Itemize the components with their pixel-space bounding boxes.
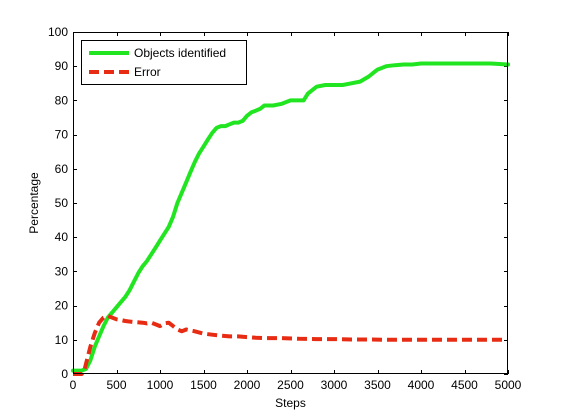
x-tick-label: 500: [106, 378, 126, 392]
y-tick-label: 0: [61, 367, 68, 381]
x-tick-label: 1500: [190, 378, 217, 392]
y-tick-label: 70: [55, 128, 69, 142]
y-tick-label: 10: [55, 333, 69, 347]
x-tick-label: 3000: [321, 378, 348, 392]
plot-area: [73, 32, 508, 374]
x-axis-label: Steps: [275, 396, 306, 410]
y-tick-label: 100: [48, 25, 68, 39]
y-tick-label: 40: [55, 230, 69, 244]
y-tick-label: 20: [55, 299, 69, 313]
x-tick-label: 5000: [495, 378, 522, 392]
series-line-objects-identified: [71, 61, 510, 373]
x-tick-label: 0: [70, 378, 77, 392]
legend-label-error: Error: [134, 65, 161, 79]
y-tick-label: 90: [55, 59, 69, 73]
ticks-layer: 0 500 1000 1500 2000 2500 3000 3500 4000 4500 5000…: [48, 25, 522, 392]
plot-frame: [73, 32, 508, 374]
series-layer: [71, 61, 510, 376]
x-tick-label: 2500: [277, 378, 304, 392]
x-tick-label: 3500: [364, 378, 391, 392]
legend-box: [81, 40, 247, 85]
x-tick-label: 4000: [408, 378, 435, 392]
y-tick-label: 80: [55, 93, 69, 107]
x-tick-label: 1000: [147, 378, 174, 392]
legend-label-objects-identified: Objects identified: [134, 46, 226, 60]
series-line-error: [73, 313, 508, 376]
y-tick-label: 60: [55, 162, 69, 176]
x-tick-label: 4500: [451, 378, 478, 392]
y-tick-label: 50: [55, 196, 69, 210]
legend: Objects identified Error: [81, 40, 247, 85]
y-tick-label: 30: [55, 264, 69, 278]
y-axis-label: Percentage: [27, 172, 41, 234]
x-tick-label: 2000: [234, 378, 261, 392]
